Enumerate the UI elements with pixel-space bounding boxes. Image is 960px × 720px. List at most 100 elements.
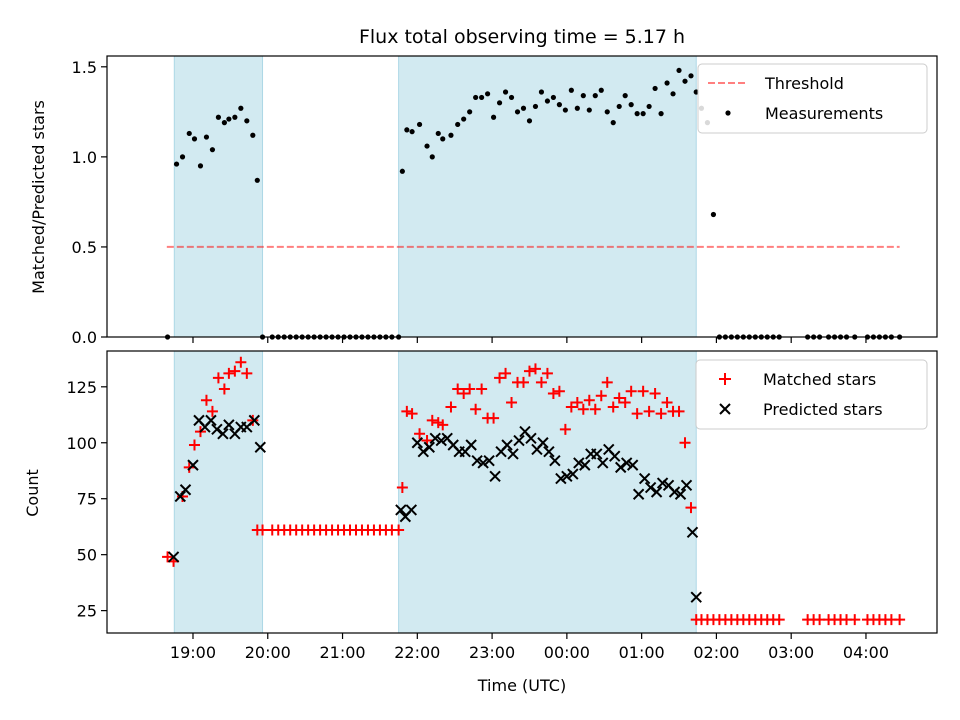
- predicted-star-point: [501, 439, 513, 451]
- matched-star-point: [162, 551, 174, 563]
- measurement-point: [173, 161, 180, 167]
- measurement-point: [628, 102, 634, 108]
- measurement-point: [416, 121, 423, 128]
- y-tick-label: 25: [77, 602, 97, 621]
- matched-star-point: [679, 437, 691, 449]
- predicted-star-point: [248, 414, 261, 427]
- top-legend-box: [697, 63, 928, 134]
- bottom-axes-frame: [106, 350, 938, 634]
- matched-star-point: [500, 367, 512, 379]
- y-tick-label: 1.0: [72, 148, 97, 167]
- bottom-legend: Matched stars Predicted stars: [695, 359, 928, 430]
- matched-star-point: [583, 394, 595, 406]
- matched-star-point: [517, 376, 529, 388]
- matched-star-point: [613, 392, 625, 404]
- matched-star-point: [541, 367, 553, 379]
- x-tick-label: 20:00: [245, 643, 291, 662]
- x-tick-label: 04:00: [843, 643, 889, 662]
- bottom-y-ticks: 25 50 75 100 125: [66, 378, 107, 621]
- predicted-star-point: [668, 486, 681, 498]
- matched-star-point: [257, 524, 269, 536]
- predicted-star-point: [205, 414, 217, 427]
- measurement-point: [485, 91, 491, 97]
- predicted-star-point: [567, 468, 579, 480]
- legend-measurements-label: Measurements: [765, 104, 883, 123]
- measurement-point: [440, 136, 446, 142]
- top-y-axis-label: Matched/Predicted stars: [29, 100, 48, 294]
- predicted-star-point: [435, 434, 447, 447]
- predicted-star-point: [609, 450, 621, 462]
- matched-star-point: [661, 396, 673, 408]
- predicted-star-point: [471, 454, 483, 467]
- measurement-point: [461, 116, 467, 122]
- predicted-star-point: [174, 490, 186, 503]
- measurement-point: [250, 132, 256, 138]
- predicted-star-point: [223, 419, 235, 431]
- measurement-point: [244, 118, 250, 124]
- measurement-point: [562, 107, 568, 113]
- predicted-star-point: [405, 504, 418, 516]
- predicted-star-point: [579, 459, 591, 471]
- matched-star-point: [523, 365, 535, 377]
- predicted-star-point: [656, 477, 669, 489]
- legend-threshold-label: Threshold: [764, 74, 844, 93]
- matched-star-point: [406, 408, 418, 420]
- predicted-star-point: [620, 457, 633, 469]
- predicted-star-point: [489, 470, 501, 483]
- matched-star-point: [685, 502, 697, 514]
- measurement-point: [490, 114, 497, 120]
- measurement-point: [448, 132, 454, 138]
- measurement-point: [215, 114, 222, 120]
- matched-star-point: [643, 405, 655, 417]
- matched-star-point: [218, 383, 230, 395]
- measurement-point: [664, 80, 670, 86]
- matched-star-point: [393, 524, 405, 536]
- measurement-point: [532, 103, 539, 110]
- matched-star-point: [595, 390, 607, 402]
- measurement-point: [186, 130, 192, 137]
- predicted-star-point: [626, 459, 639, 471]
- matched-star-point: [577, 403, 589, 415]
- predicted-star-point: [638, 472, 651, 485]
- y-tick-label: 50: [77, 546, 97, 565]
- measurement-point: [203, 134, 210, 140]
- matched-star-point: [235, 356, 247, 368]
- measurement-point: [544, 98, 551, 104]
- x-axis-label: Time (UTC): [477, 676, 566, 695]
- measurement-point: [473, 94, 479, 101]
- measurement-point: [634, 111, 640, 117]
- predicted-star-point: [417, 446, 430, 458]
- x-tick-label: 22:00: [394, 643, 440, 662]
- matched-star-point: [894, 614, 906, 626]
- matched-star-point: [535, 376, 547, 388]
- matched-star-point: [589, 403, 601, 415]
- predicted-star-point: [211, 423, 223, 436]
- chart-title: Flux total observing time = 5.17 h: [359, 26, 685, 48]
- measurement-point: [232, 114, 238, 120]
- matched-star-point: [437, 419, 449, 431]
- predicted-star-point: [217, 428, 229, 440]
- top-y-ticks: 0.0 0.5 1.0 1.5: [72, 58, 107, 347]
- matched-star-point: [452, 383, 464, 395]
- measurement-point: [179, 154, 186, 160]
- matched-star-point: [607, 401, 619, 413]
- predicted-star-point: [423, 441, 435, 453]
- measurement-point: [496, 100, 503, 106]
- matched-star-point: [494, 372, 506, 384]
- predicted-star-point: [650, 486, 663, 498]
- observing-window-0: [173, 55, 264, 338]
- matched-star-point: [571, 396, 583, 408]
- x-tick-label: 19:00: [170, 643, 216, 662]
- measurement-point: [455, 121, 461, 128]
- matched-star-point: [655, 408, 667, 420]
- measurement-point: [604, 109, 610, 115]
- measurement-point: [404, 127, 410, 133]
- measurement-point: [538, 89, 545, 95]
- matched-star-point: [506, 396, 518, 408]
- bottom-x-ticks: 19:00 20:00 21:00 22:00 23:00 00:00 01:00 02:00…: [170, 633, 889, 662]
- top-axes-frame: [106, 55, 938, 338]
- measurement-point: [424, 143, 430, 149]
- top-legend: Threshold Measurements: [697, 63, 928, 134]
- matched-star-point: [223, 367, 235, 379]
- y-tick-label: 100: [66, 434, 97, 453]
